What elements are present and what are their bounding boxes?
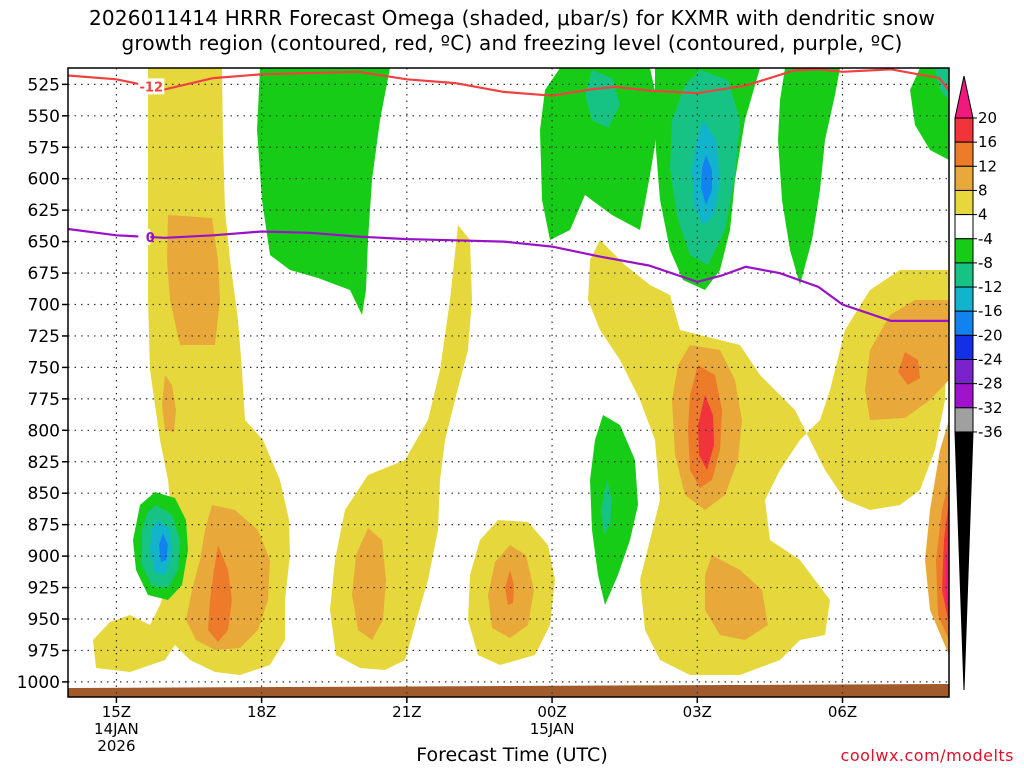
omega-region-03z-core <box>698 395 714 470</box>
omega-region-07z-upper-core <box>935 68 949 100</box>
colorbar-label: 16 <box>978 133 997 151</box>
contour-label-bg <box>138 78 165 95</box>
colorbar-label: -28 <box>978 375 1003 393</box>
plot-area: -12 0 <box>68 68 949 697</box>
omega-region-15z-negative-center <box>159 533 168 562</box>
colorbar-label: 12 <box>978 157 997 175</box>
omega-region-07z-core <box>898 352 920 385</box>
title-line-2: growth region (contoured, red, ºC) and f… <box>121 31 903 55</box>
colorbar-band <box>954 383 974 409</box>
colorbar-band <box>954 407 974 433</box>
omega-region-18z-upper <box>257 68 390 315</box>
colorbar-label: -4 <box>978 230 993 248</box>
colorbar-label: -24 <box>978 351 1003 369</box>
y-tick-label: 850 <box>28 484 60 504</box>
y-tick-label: 800 <box>28 421 60 441</box>
omega-region-03z-column <box>588 240 949 675</box>
y-tick-label: 575 <box>28 138 60 158</box>
colorbar-label: -16 <box>978 302 1003 320</box>
chart-title: 2026011414 HRRR Forecast Omega (shaded, … <box>0 6 1024 56</box>
y-tick-label: 550 <box>28 107 60 127</box>
y-tick-label: 725 <box>28 327 60 347</box>
y-tick-label: 650 <box>28 233 60 253</box>
colorbar-band <box>954 310 974 336</box>
y-tick-label: 675 <box>28 264 60 284</box>
y-tick-label: 950 <box>28 610 60 630</box>
x-tick-label: 00Z <box>537 703 566 721</box>
y-tick-label: 700 <box>28 296 60 316</box>
omega-region-04z-low <box>705 555 768 640</box>
colorbar-band <box>954 262 974 288</box>
y-tick-label: 600 <box>28 170 60 190</box>
contour-label-bg <box>138 229 151 246</box>
colorbar-band <box>954 214 974 240</box>
x-tick-label: 06Z <box>828 703 857 721</box>
colorbar-band <box>954 286 974 312</box>
colorbar-label: -32 <box>978 399 1003 417</box>
y-tick-label: 875 <box>28 516 60 536</box>
y-tick-label: 1000 <box>17 673 60 693</box>
omega-region-01z-low <box>590 415 638 605</box>
colorbar: 20 16 12 8 4 -4 -8 -12 -16 -20 -24 -28 -32 -36 <box>954 75 1003 691</box>
dendritic-contour-line <box>68 68 949 97</box>
x-axis-label: Forecast Time (UTC) <box>416 744 608 766</box>
y-tick-label: 525 <box>28 75 60 95</box>
contour-label: 0 <box>146 231 155 246</box>
colorbar-band <box>954 189 974 216</box>
plot-frame <box>67 67 950 698</box>
x-tick-date: 15JAN <box>530 720 575 738</box>
omega-region-07z-upper <box>910 68 949 160</box>
omega-region-05z-upper <box>778 68 840 285</box>
x-tick-year: 2026 <box>97 737 135 755</box>
title-line-1: 2026011414 HRRR Forecast Omega (shaded, … <box>88 6 936 30</box>
colorbar-band <box>954 117 974 143</box>
omega-region-00z-upper <box>540 68 660 240</box>
colorbar-band <box>954 165 974 191</box>
y-tick-label: 825 <box>28 453 60 473</box>
omega-shading <box>68 68 949 697</box>
omega-region-01z-low-core <box>601 480 612 535</box>
colorbar-top-arrow <box>954 75 974 119</box>
colorbar-band <box>954 238 974 264</box>
grid <box>68 68 949 697</box>
colorbar-label: 4 <box>978 206 988 224</box>
contour-label: -12 <box>140 80 164 95</box>
colorbar-label: -20 <box>978 326 1003 344</box>
colorbar-label: -8 <box>978 254 993 272</box>
x-tick-label: 15Z <box>102 703 131 721</box>
freezing-level-line <box>68 227 949 322</box>
colorbar-label: 20 <box>978 109 997 127</box>
omega-region-16z-low-core <box>208 545 232 642</box>
y-tick-label: 975 <box>28 641 60 661</box>
x-tick-date: 14JAN <box>94 720 139 738</box>
omega-region-23z-low-core <box>505 570 514 605</box>
omega-region-16z-mid <box>167 215 220 345</box>
y-tick-label: 925 <box>28 579 60 599</box>
y-tick-label: 900 <box>28 547 60 567</box>
colorbar-label: -12 <box>978 278 1003 296</box>
omega-region-00z-upper-core <box>585 70 620 128</box>
omega-region-03z-upper-core <box>701 155 712 205</box>
credit-link[interactable]: coolwx.com/modelts <box>840 746 1014 765</box>
y-axis: 525 550 575 600 625 650 675 700 725 750 775 800 825 8… <box>17 75 68 693</box>
x-tick-label: 21Z <box>392 703 421 721</box>
omega-region-15z-lowlevel <box>162 375 176 432</box>
x-tick-label: 18Z <box>247 703 276 721</box>
terrain-strip <box>68 684 949 697</box>
colorbar-bottom-arrow <box>954 431 974 691</box>
colorbar-band <box>954 359 974 385</box>
colorbar-label: 8 <box>978 181 988 199</box>
colorbar-band <box>954 141 974 167</box>
x-tick-label: 03Z <box>683 703 712 721</box>
y-tick-label: 750 <box>28 358 60 378</box>
y-tick-label: 775 <box>28 390 60 410</box>
colorbar-label: -36 <box>978 423 1003 441</box>
y-tick-label: 625 <box>28 201 60 221</box>
contours: -12 0 <box>68 68 949 322</box>
colorbar-band <box>954 334 974 361</box>
